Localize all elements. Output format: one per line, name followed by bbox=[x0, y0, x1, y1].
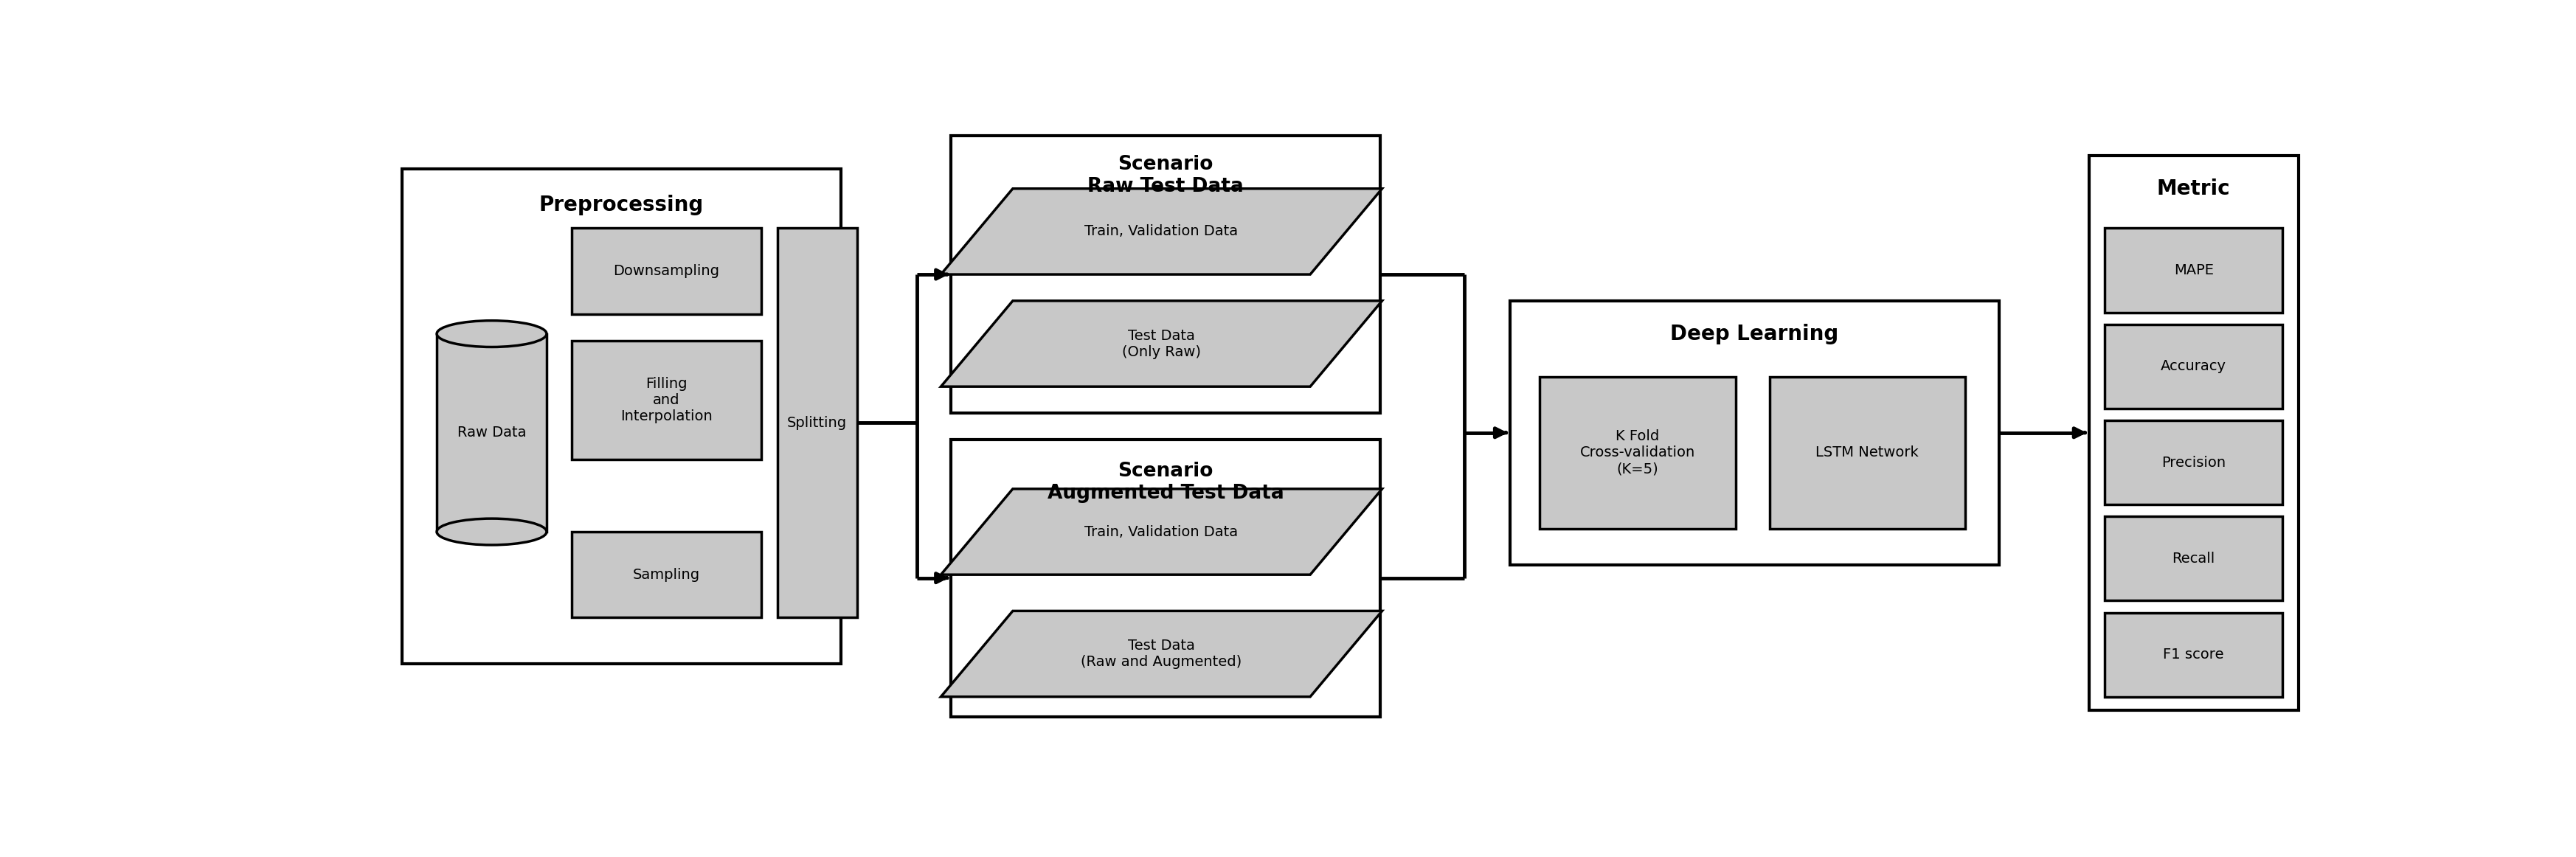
Text: Preprocessing: Preprocessing bbox=[538, 195, 703, 215]
FancyBboxPatch shape bbox=[2105, 613, 2282, 697]
Text: K Fold
Cross-validation
(K=5): K Fold Cross-validation (K=5) bbox=[1579, 429, 1695, 476]
Text: MAPE: MAPE bbox=[2174, 263, 2213, 278]
Text: Scenario
Raw Test Data: Scenario Raw Test Data bbox=[1087, 155, 1244, 196]
Text: Precision: Precision bbox=[2161, 455, 2226, 470]
Text: Raw Data: Raw Data bbox=[456, 426, 526, 440]
Text: Deep Learning: Deep Learning bbox=[1669, 323, 1839, 345]
Text: Test Data
(Raw and Augmented): Test Data (Raw and Augmented) bbox=[1082, 638, 1242, 669]
FancyBboxPatch shape bbox=[2105, 324, 2282, 409]
Text: Metric: Metric bbox=[2156, 178, 2231, 199]
Text: F1 score: F1 score bbox=[2164, 648, 2223, 662]
FancyBboxPatch shape bbox=[402, 169, 840, 663]
Text: Filling
and
Interpolation: Filling and Interpolation bbox=[621, 376, 714, 423]
Polygon shape bbox=[940, 611, 1383, 697]
Polygon shape bbox=[940, 488, 1383, 575]
FancyBboxPatch shape bbox=[572, 228, 762, 314]
Ellipse shape bbox=[438, 518, 546, 545]
Text: Recall: Recall bbox=[2172, 552, 2215, 566]
Text: Downsampling: Downsampling bbox=[613, 264, 719, 279]
Text: Sampling: Sampling bbox=[634, 567, 701, 582]
FancyBboxPatch shape bbox=[951, 440, 1381, 716]
Text: Scenario
Augmented Test Data: Scenario Augmented Test Data bbox=[1048, 462, 1283, 503]
FancyBboxPatch shape bbox=[572, 531, 762, 618]
Polygon shape bbox=[940, 301, 1383, 387]
FancyBboxPatch shape bbox=[1510, 301, 1999, 565]
FancyBboxPatch shape bbox=[2089, 156, 2298, 710]
FancyBboxPatch shape bbox=[951, 135, 1381, 413]
FancyBboxPatch shape bbox=[1770, 377, 1965, 529]
FancyBboxPatch shape bbox=[1540, 377, 1736, 529]
Text: Splitting: Splitting bbox=[788, 416, 848, 430]
Text: Test Data
(Only Raw): Test Data (Only Raw) bbox=[1123, 328, 1200, 359]
FancyBboxPatch shape bbox=[2105, 228, 2282, 313]
Text: Accuracy: Accuracy bbox=[2161, 359, 2226, 374]
Text: LSTM Network: LSTM Network bbox=[1816, 446, 1919, 459]
Text: Train, Validation Data: Train, Validation Data bbox=[1084, 524, 1239, 539]
FancyBboxPatch shape bbox=[778, 228, 858, 618]
FancyBboxPatch shape bbox=[2105, 517, 2282, 601]
FancyBboxPatch shape bbox=[572, 340, 762, 459]
FancyBboxPatch shape bbox=[438, 334, 546, 531]
Text: Train, Validation Data: Train, Validation Data bbox=[1084, 225, 1239, 238]
Ellipse shape bbox=[438, 321, 546, 347]
Polygon shape bbox=[940, 189, 1383, 274]
FancyBboxPatch shape bbox=[2105, 421, 2282, 505]
